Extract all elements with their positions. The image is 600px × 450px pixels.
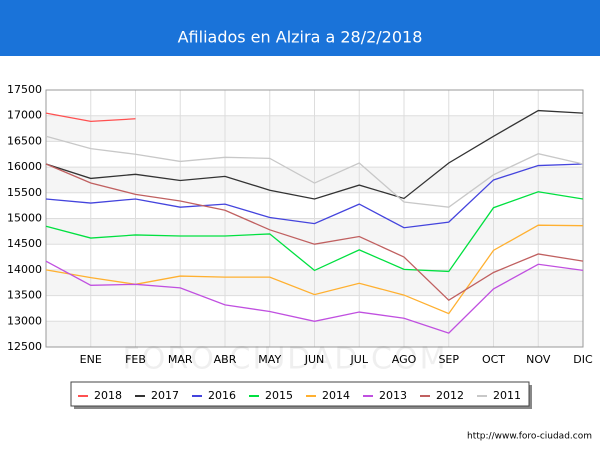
series-line [45, 163, 584, 302]
y-tick-label: 14500 [7, 237, 42, 250]
y-tick-label: 13000 [7, 314, 42, 327]
x-tick-label: FEB [125, 353, 146, 366]
legend-label: 2018 [94, 389, 122, 402]
series-line [45, 112, 136, 123]
series-line [45, 109, 584, 200]
series-line [45, 135, 584, 208]
legend-label: 2011 [493, 389, 521, 402]
series-line [45, 163, 584, 229]
y-tick-label: 16500 [7, 134, 42, 147]
y-tick-label: 13500 [7, 289, 42, 302]
x-tick-label: DIC [573, 353, 593, 366]
x-tick-label: AGO [392, 353, 417, 366]
x-tick-label: JUL [350, 353, 369, 366]
y-tick-label: 16000 [7, 160, 42, 173]
series-line [45, 260, 584, 334]
legend-label: 2012 [436, 389, 464, 402]
legend-label: 2013 [379, 389, 407, 402]
legend: 2018 2017 2016 2015 2014 2013 2012 2011 [78, 389, 521, 402]
chart-title: Afiliados en Alzira a 28/2/2018 [178, 28, 423, 47]
legend-label: 2014 [322, 389, 350, 402]
legend-label: 2015 [265, 389, 293, 402]
x-tick-label: ABR [214, 353, 237, 366]
x-tick-label: ENE [80, 353, 102, 366]
x-tick-label: MAY [258, 353, 281, 366]
x-tick-label: NOV [526, 353, 551, 366]
y-tick-label: 17000 [7, 109, 42, 122]
y-tick-label: 17500 [7, 83, 42, 96]
plot-frame [45, 89, 584, 348]
source: http://www.foro-ciudad.com [467, 432, 592, 442]
series-line [45, 191, 584, 273]
x-tick-label: OCT [482, 353, 505, 366]
y-tick-label: 15000 [7, 212, 42, 225]
y-tick-label: 15500 [7, 186, 42, 199]
watermark: FORO-CIUDAD.COM [123, 342, 448, 377]
x-tick-label: MAR [168, 353, 193, 366]
x-tick-label: SEP [438, 353, 459, 366]
legend-box [70, 381, 530, 407]
plot-area: 12500 13000 13500 14000 14500 15000 15500 16000… [7, 83, 593, 366]
y-tick-label: 14000 [7, 263, 42, 276]
x-tick-label: JUN [304, 353, 325, 366]
legend-label: 2017 [151, 389, 179, 402]
y-tick-label: 12500 [7, 340, 42, 353]
header-bar [0, 0, 600, 56]
legend-label: 2016 [208, 389, 236, 402]
